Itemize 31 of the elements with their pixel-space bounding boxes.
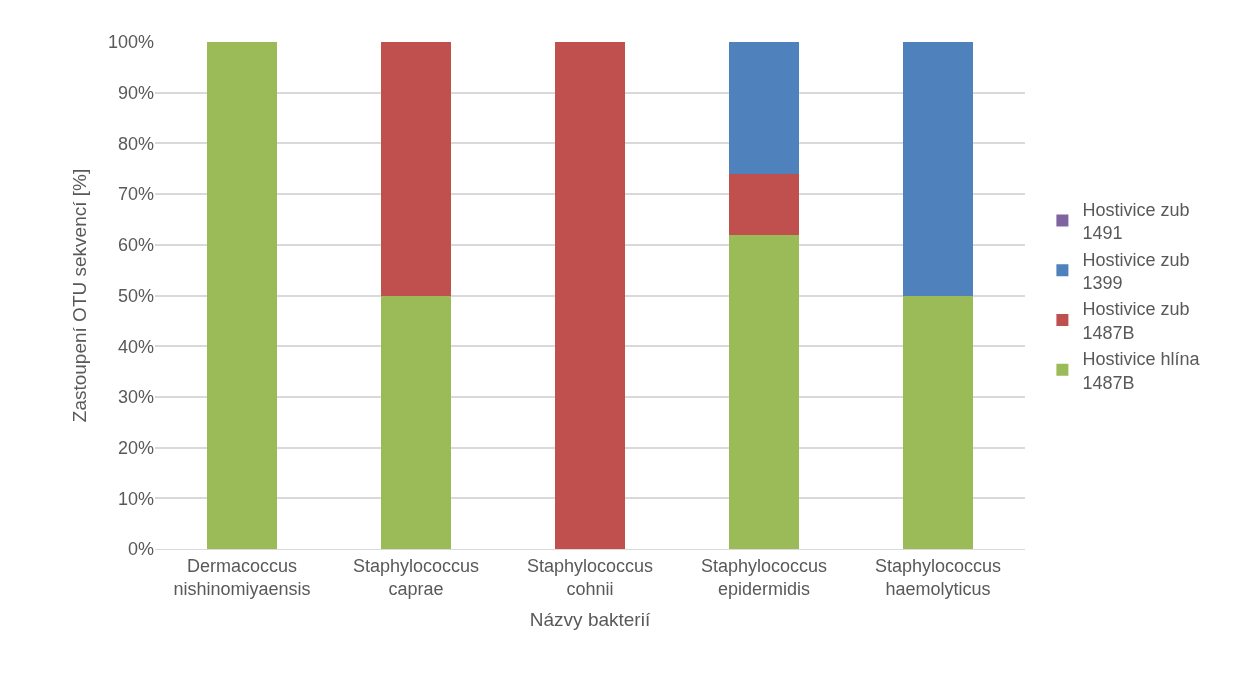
bar (555, 42, 625, 549)
y-tick-label: 10% (117, 488, 154, 509)
x-axis-title: Názvy bakterií (529, 608, 651, 630)
bar (729, 234, 799, 549)
y-tick-label: 60% (117, 235, 154, 256)
legend-label: Hostivice hlína 1487B (1082, 349, 1201, 393)
bar (381, 295, 451, 549)
y-axis-title: Zastoupení OTU sekvencí [%] (68, 168, 90, 423)
y-tick-label: 90% (117, 83, 154, 103)
bar (207, 42, 277, 549)
x-tick-label: Dermacoccus nishinomiyaensis (173, 555, 311, 599)
legend-label: Hostivice zub 1487B (1082, 299, 1190, 343)
bar (729, 173, 799, 235)
y-tick-label: 40% (117, 336, 154, 357)
y-tick-label: 50% (117, 285, 154, 306)
bar (729, 42, 799, 174)
bar (903, 42, 973, 296)
x-tick-label: Staphylococcus caprae (352, 555, 480, 599)
bar (381, 42, 451, 296)
y-tick-label: 0% (127, 539, 154, 560)
y-tick-label: 30% (117, 387, 154, 408)
y-tick-label: 100% (107, 32, 154, 53)
x-tick-label: Staphylococcus cohnii (526, 555, 654, 599)
y-tick-label: 20% (117, 437, 154, 458)
x-tick-label: Staphylococcus epidermidis (700, 555, 828, 599)
y-tick-label: 80% (117, 133, 154, 154)
legend-label: Hostivice zub 1399 (1082, 249, 1190, 293)
bar (903, 295, 973, 549)
y-tick-label: 70% (117, 184, 154, 205)
x-tick-label: Staphylococcus haemolyticus (874, 555, 1002, 599)
legend-label: Hostivice zub 1491 (1082, 199, 1190, 244)
